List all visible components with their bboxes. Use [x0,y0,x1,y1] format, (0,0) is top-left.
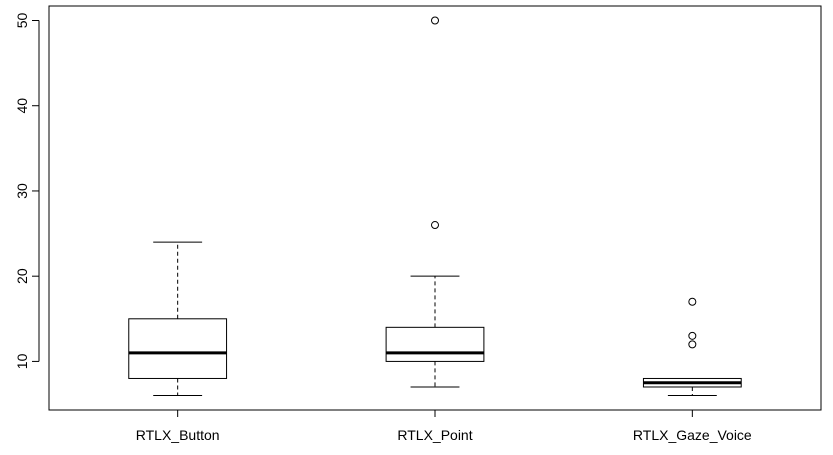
box-iqr [128,318,228,379]
y-tick-label: 40 [14,98,30,114]
y-tick-label: 50 [14,12,30,28]
outlier-point [688,340,697,349]
x-axis: RTLX_Button RTLX_Point RTLX_Gaze_Voice [136,409,752,443]
x-tick-label: RTLX_Gaze_Voice [633,427,752,443]
boxes [128,16,742,397]
y-tick-label: 20 [14,268,30,284]
y-tick-label: 30 [14,183,30,199]
y-axis: 10 20 30 40 50 [14,12,40,369]
y-tick-label: 10 [14,353,30,369]
outlier-point [688,297,697,306]
box-iqr [385,326,485,362]
outlier-point [431,221,439,230]
box-group [385,16,485,388]
x-tick-label: RTLX_Point [397,427,472,443]
outlier-point [431,16,439,25]
box-group [642,297,742,397]
box-group [128,241,228,397]
x-tick-label: RTLX_Button [136,427,220,443]
outlier-point [688,331,697,340]
